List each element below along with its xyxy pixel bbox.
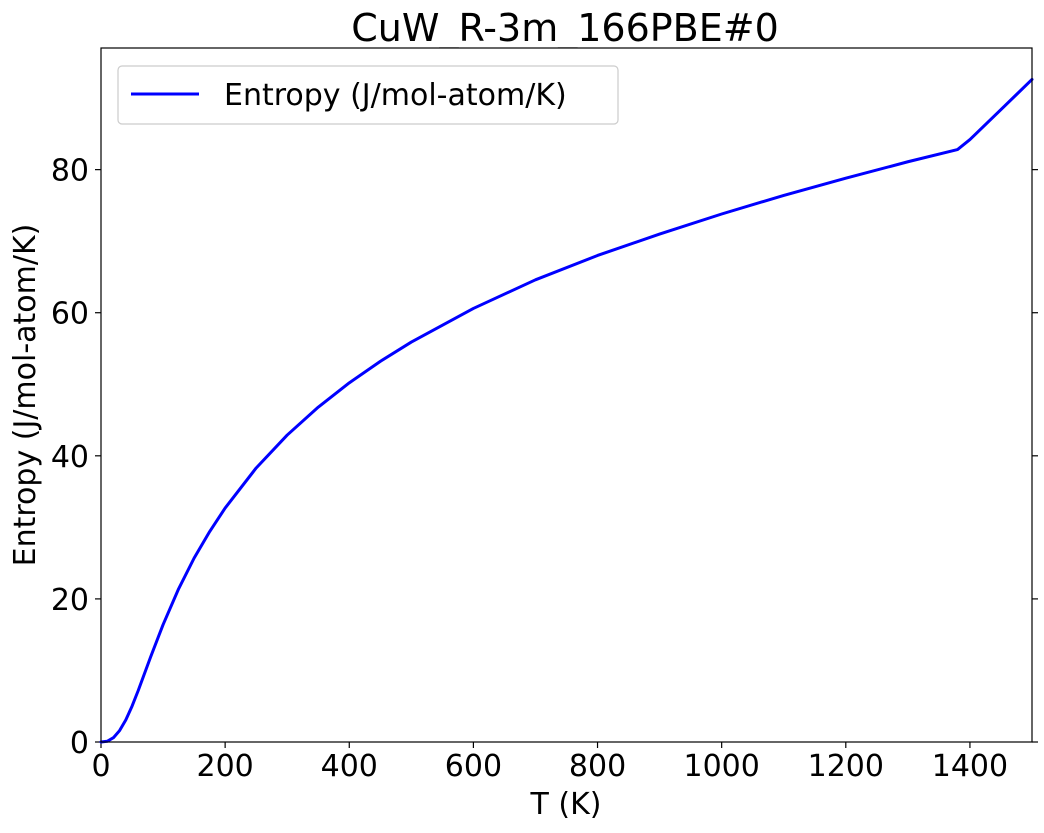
- x-tick-label: 800: [569, 749, 626, 784]
- series-layer: [99, 77, 1034, 744]
- legend: Entropy (J/mol-atom/K): [117, 65, 619, 125]
- x-tick-label: 400: [321, 749, 378, 784]
- legend-label: Entropy (J/mol-atom/K): [224, 78, 567, 113]
- x-tick-label: 600: [445, 749, 502, 784]
- plot-area: [101, 48, 1032, 742]
- x-tick-label: 200: [197, 749, 254, 784]
- y-tick-label: 0: [70, 726, 89, 761]
- y-tick-label: 40: [51, 440, 89, 475]
- x-tick-label: 1400: [932, 749, 1008, 784]
- legend-box: [117, 65, 619, 125]
- ticks-layer: 0 200 400 600 800 1000 1200 1400 0 20 40 60 80: [51, 154, 1038, 784]
- plot-frame: [100, 47, 1033, 743]
- y-tick-label: 20: [51, 583, 89, 618]
- y-tick-label: 80: [51, 154, 89, 189]
- x-axis-label: T (K): [530, 787, 602, 822]
- x-tick-label: 1200: [808, 749, 884, 784]
- x-tick-label: 1000: [683, 749, 759, 784]
- y-tick-label: 60: [51, 297, 89, 332]
- chart-title: CuW_R-3m_166PBE#0: [351, 6, 779, 50]
- series-line-entropy: [99, 77, 1034, 744]
- y-axis-label: Entropy (J/mol-atom/K): [8, 224, 43, 567]
- x-tick-label: 0: [91, 749, 110, 784]
